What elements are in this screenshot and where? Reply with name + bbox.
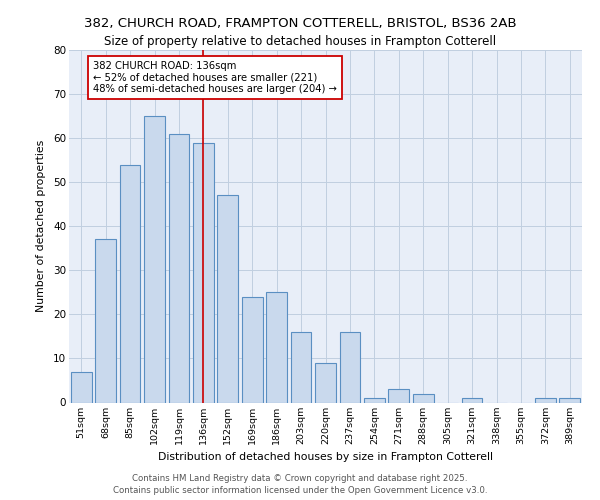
Bar: [559, 398, 580, 402]
Bar: [71, 372, 92, 402]
Text: Size of property relative to detached houses in Frampton Cotterell: Size of property relative to detached ho…: [104, 35, 496, 48]
Text: 382, CHURCH ROAD, FRAMPTON COTTERELL, BRISTOL, BS36 2AB: 382, CHURCH ROAD, FRAMPTON COTTERELL, BR…: [83, 18, 517, 30]
Text: Contains HM Land Registry data © Crown copyright and database right 2025.
Contai: Contains HM Land Registry data © Crown c…: [113, 474, 487, 495]
Bar: [169, 134, 190, 402]
Bar: [95, 240, 116, 402]
Bar: [242, 297, 263, 403]
Text: 382 CHURCH ROAD: 136sqm
← 52% of detached houses are smaller (221)
48% of semi-d: 382 CHURCH ROAD: 136sqm ← 52% of detache…: [94, 61, 337, 94]
Bar: [364, 398, 385, 402]
Bar: [266, 292, 287, 403]
Bar: [388, 390, 409, 402]
Bar: [119, 164, 140, 402]
Y-axis label: Number of detached properties: Number of detached properties: [36, 140, 46, 312]
Bar: [290, 332, 311, 402]
Bar: [193, 142, 214, 402]
Bar: [217, 196, 238, 402]
Bar: [413, 394, 434, 402]
Bar: [315, 363, 336, 403]
Bar: [144, 116, 165, 403]
Bar: [340, 332, 361, 402]
Bar: [535, 398, 556, 402]
X-axis label: Distribution of detached houses by size in Frampton Cotterell: Distribution of detached houses by size …: [158, 452, 493, 462]
Bar: [461, 398, 482, 402]
